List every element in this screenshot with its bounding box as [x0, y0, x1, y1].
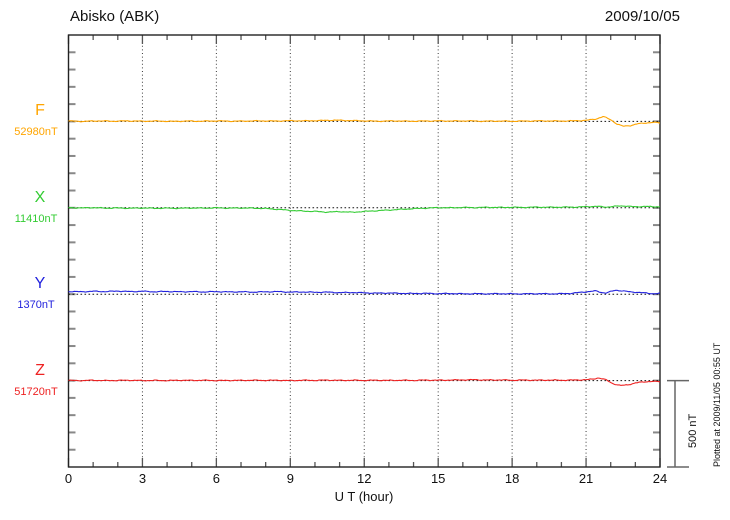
- x-tick-label-21: 21: [578, 471, 594, 486]
- x-tick-label-3: 3: [138, 471, 147, 486]
- scale-bar-label: 500 nT: [687, 413, 699, 448]
- plot-frame: [67, 34, 661, 468]
- component-label-Z: Z: [35, 361, 45, 379]
- trace-X: [68, 205, 661, 214]
- x-tick-label-24: 24: [652, 471, 668, 486]
- x-axis-label: U T (hour): [334, 489, 394, 504]
- x-tick-label-0: 0: [64, 471, 73, 486]
- station-title: Abisko (ABK): [70, 8, 160, 25]
- x-tick-label-15: 15: [430, 471, 446, 486]
- trace-Y: [68, 289, 661, 295]
- component-baseline-X: 11410nT: [14, 212, 58, 225]
- x-tick-label-18: 18: [504, 471, 520, 486]
- scale-bar: [667, 379, 689, 468]
- trace-F: [68, 116, 661, 127]
- component-label-Y: Y: [34, 275, 46, 293]
- plot-timestamp-note: Plotted at 2009/11/05 00:55 UT: [712, 342, 722, 467]
- trace-Z: [68, 377, 661, 386]
- component-baseline-Y: 1370nT: [17, 299, 55, 312]
- x-tick-label-9: 9: [286, 471, 294, 486]
- component-baseline-Z: 51720nT: [14, 385, 58, 398]
- date-label: 2009/10/05: [604, 8, 680, 25]
- component-baseline-F: 52980nT: [14, 126, 58, 139]
- component-label-F: F: [35, 102, 45, 120]
- x-tick-label-12: 12: [357, 471, 372, 486]
- component-label-X: X: [34, 188, 46, 206]
- x-tick-label-6: 6: [212, 471, 220, 486]
